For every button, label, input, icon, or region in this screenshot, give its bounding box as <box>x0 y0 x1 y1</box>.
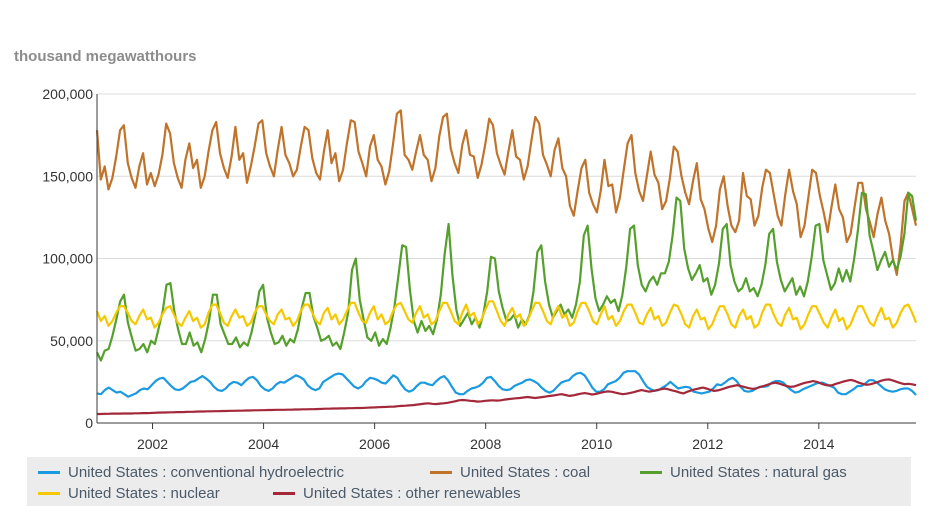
series-line-4 <box>97 378 917 416</box>
legend: United States : conventional hydroelectr… <box>27 457 911 506</box>
x-tick-label: 2008 <box>470 436 501 452</box>
legend-label-coal: United States : coal <box>460 464 591 481</box>
legend-item-coal[interactable]: United States : coal <box>430 464 590 481</box>
y-tick-label: 150,000 <box>42 168 93 184</box>
legend-item-nuclear[interactable]: United States : nuclear <box>38 485 220 502</box>
series-line-3 <box>95 300 918 331</box>
legend-label-natural-gas: United States : natural gas <box>670 464 847 481</box>
legend-swatch-hydro <box>38 471 60 474</box>
y-tick-label: 200,000 <box>42 86 93 102</box>
y-tick-label: 50,000 <box>50 333 93 349</box>
y-axis-unit-label: thousand megawatthours <box>14 48 197 65</box>
series-line-0 <box>96 370 917 398</box>
x-tick-label: 2014 <box>803 436 834 452</box>
series-layer <box>95 109 918 416</box>
legend-swatch-coal <box>430 471 452 474</box>
legend-item-natural-gas[interactable]: United States : natural gas <box>640 464 847 481</box>
x-tick-label: 2010 <box>581 436 612 452</box>
series-line-1 <box>95 109 918 276</box>
legend-item-hydro[interactable]: United States : conventional hydroelectr… <box>38 464 344 481</box>
x-tick-label: 2012 <box>692 436 723 452</box>
legend-swatch-natural-gas <box>640 471 662 474</box>
series-line-2 <box>96 191 918 362</box>
x-tick-label: 2002 <box>137 436 168 452</box>
legend-swatch-nuclear <box>38 492 60 495</box>
legend-label-other-renewables: United States : other renewables <box>303 485 521 502</box>
legend-item-other-renewables[interactable]: United States : other renewables <box>273 485 521 502</box>
x-tick-label: 2004 <box>248 436 279 452</box>
y-tick-label: 100,000 <box>42 251 93 267</box>
axis-layer: 200,000 150,000 100,000 50,000 0 2002 2004 2006… <box>42 86 834 452</box>
legend-label-hydro: United States : conventional hydroelectr… <box>68 464 344 481</box>
gridlines <box>97 93 916 424</box>
y-tick-label: 0 <box>85 415 93 431</box>
x-tick-label: 2006 <box>359 436 390 452</box>
legend-swatch-other-renewables <box>273 492 295 495</box>
legend-label-nuclear: United States : nuclear <box>68 485 220 502</box>
